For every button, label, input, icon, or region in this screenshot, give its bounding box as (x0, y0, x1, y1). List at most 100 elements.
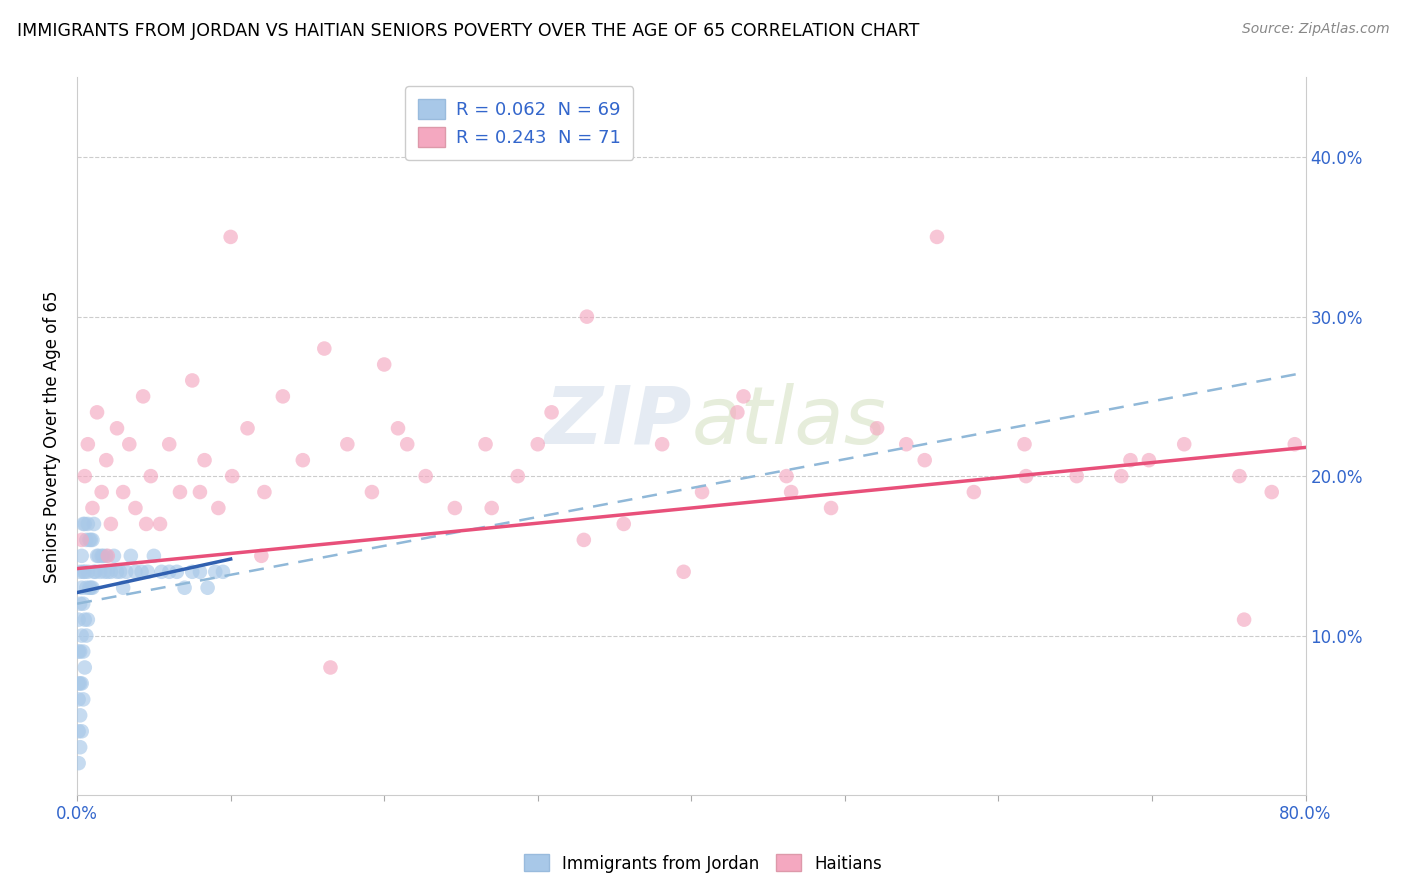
Point (89, 565, 111, 579)
Point (733, 389, 755, 403)
Point (672, 565, 695, 579)
Point (73, 660, 96, 674)
Point (780, 485, 803, 500)
Point (136, 565, 159, 579)
Point (69, 565, 91, 579)
Point (474, 437, 496, 451)
Point (314, 342, 336, 356)
Point (73, 516, 96, 531)
Point (67, 613, 90, 627)
Point (291, 453, 314, 467)
Point (373, 358, 395, 372)
Point (105, 421, 128, 435)
Point (575, 310, 598, 324)
Legend: R = 0.062  N = 69, R = 0.243  N = 71: R = 0.062 N = 69, R = 0.243 N = 71 (405, 87, 633, 160)
Point (896, 437, 918, 451)
Point (181, 373, 204, 387)
Point (73, 613, 96, 627)
Point (1229, 469, 1251, 483)
Point (1233, 613, 1256, 627)
Point (135, 516, 157, 531)
Point (236, 421, 259, 435)
Point (221, 469, 243, 483)
Point (132, 389, 155, 403)
Point (72, 644, 94, 658)
Point (76, 516, 98, 531)
Point (75, 629, 97, 643)
Point (72, 692, 94, 706)
Point (613, 516, 636, 531)
Point (149, 516, 172, 531)
Point (97, 549, 120, 563)
Point (775, 469, 797, 483)
Point (157, 437, 180, 451)
Point (115, 565, 138, 579)
Point (866, 421, 889, 435)
Point (396, 437, 419, 451)
Point (207, 501, 229, 516)
Legend: Immigrants from Jordan, Haitians: Immigrants from Jordan, Haitians (517, 847, 889, 880)
Point (67, 692, 90, 706)
Text: IMMIGRANTS FROM JORDAN VS HAITIAN SENIORS POVERTY OVER THE AGE OF 65 CORRELATION: IMMIGRANTS FROM JORDAN VS HAITIAN SENIOR… (17, 22, 920, 40)
Point (963, 485, 986, 500)
Point (82, 501, 104, 516)
Point (124, 501, 146, 516)
Point (1119, 453, 1142, 467)
Point (526, 437, 548, 451)
Point (572, 533, 595, 547)
Point (415, 469, 437, 483)
Point (80, 581, 103, 595)
Point (925, 230, 948, 244)
Point (69, 644, 91, 658)
Point (91, 549, 114, 563)
Point (96, 549, 118, 563)
Point (1173, 437, 1195, 451)
Point (197, 581, 219, 595)
Point (204, 565, 226, 579)
Point (219, 230, 242, 244)
Point (725, 405, 748, 419)
Point (188, 485, 211, 500)
Point (70, 676, 93, 690)
Point (443, 501, 465, 516)
Point (100, 516, 122, 531)
Point (79, 533, 101, 547)
Point (70, 549, 93, 563)
Point (105, 565, 128, 579)
Point (150, 565, 173, 579)
Point (1014, 437, 1036, 451)
Point (142, 549, 165, 563)
Point (181, 565, 204, 579)
Point (212, 565, 235, 579)
Point (1284, 437, 1306, 451)
Point (70, 533, 93, 547)
Point (169, 485, 191, 500)
Point (87, 549, 110, 563)
Point (97, 565, 120, 579)
Point (86, 549, 108, 563)
Point (82, 533, 104, 547)
Point (540, 405, 562, 419)
Point (690, 485, 713, 500)
Point (96, 453, 118, 467)
Point (73, 469, 96, 483)
Point (83, 565, 105, 579)
Point (79, 581, 101, 595)
Text: Source: ZipAtlas.com: Source: ZipAtlas.com (1241, 22, 1389, 37)
Point (914, 453, 936, 467)
Text: ZIP: ZIP (544, 383, 692, 461)
Point (1261, 485, 1284, 500)
Point (86, 405, 108, 419)
Point (193, 453, 215, 467)
Point (139, 469, 162, 483)
Point (118, 437, 141, 451)
Point (69, 708, 91, 723)
Point (69, 676, 91, 690)
Point (67, 724, 90, 739)
Point (72, 597, 94, 611)
Point (506, 469, 529, 483)
Point (103, 549, 125, 563)
Point (75, 533, 97, 547)
Point (108, 565, 131, 579)
Point (72, 516, 94, 531)
